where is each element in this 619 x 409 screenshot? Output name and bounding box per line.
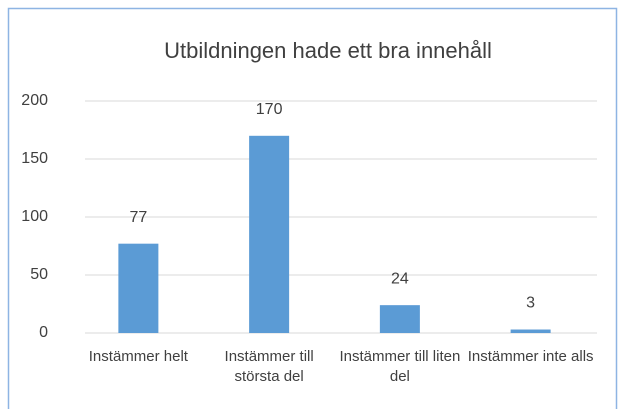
bar <box>249 135 290 333</box>
x-tick-label: Instämmer till liten del <box>339 348 461 385</box>
data-label: 3 <box>526 295 535 312</box>
data-label: 24 <box>391 270 409 287</box>
bar <box>379 305 420 333</box>
y-tick-label: 200 <box>21 92 48 109</box>
x-tick-label: Instämmer till största del <box>224 348 314 385</box>
x-tick-label: Instämmer helt <box>88 348 188 365</box>
y-tick-label: 50 <box>30 266 48 283</box>
bar <box>118 243 159 333</box>
chart-border <box>7 7 618 409</box>
x-tick-label: Instämmer inte alls <box>467 348 594 365</box>
bar <box>510 329 551 333</box>
chart-title: Utbildningen hade ett bra innehåll <box>164 38 492 63</box>
y-tick-label: 0 <box>39 324 48 341</box>
data-label: 170 <box>256 101 283 118</box>
data-label: 77 <box>129 209 147 226</box>
y-tick-label: 100 <box>21 208 48 225</box>
y-tick-label: 150 <box>21 150 48 167</box>
